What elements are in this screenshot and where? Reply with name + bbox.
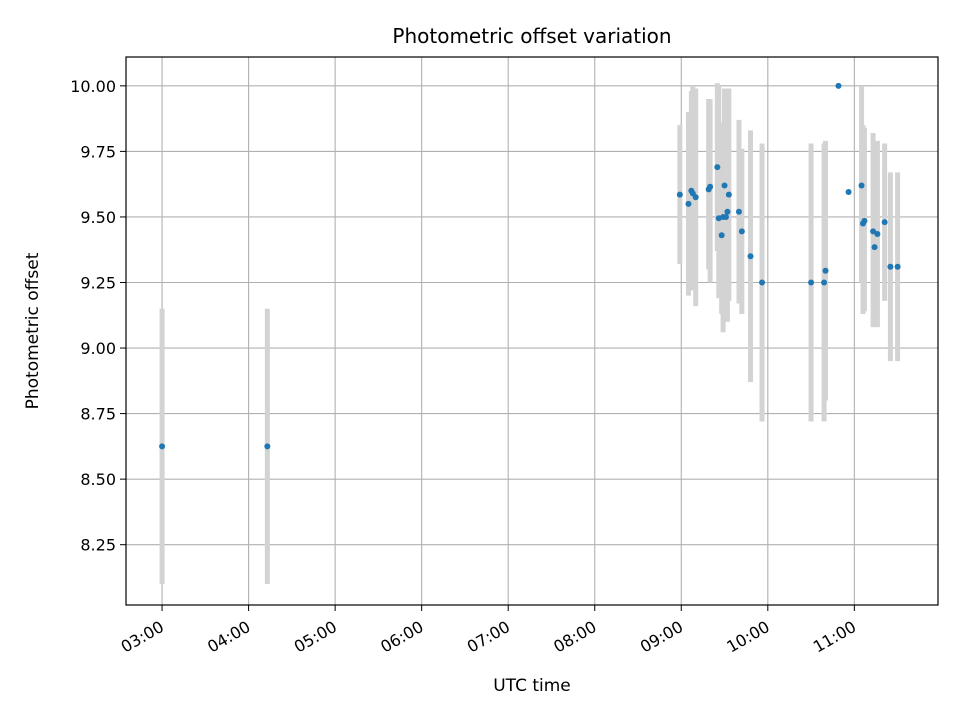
y-axis-title: Photometric offset [23, 252, 43, 409]
data-point [894, 263, 901, 270]
data-point [835, 82, 842, 89]
data-point [871, 244, 878, 251]
y-tick-label: 8.50 [80, 470, 116, 489]
data-point [822, 267, 829, 274]
y-tick-label: 8.75 [80, 405, 116, 424]
data-point [685, 200, 692, 207]
x-axis-title: UTC time [493, 676, 571, 696]
data-point [808, 279, 815, 286]
data-point [714, 164, 721, 171]
data-point [718, 232, 725, 239]
data-point [159, 443, 166, 450]
y-tick-label: 9.75 [80, 142, 116, 161]
chart-title: Photometric offset variation [392, 24, 671, 48]
y-tick-label: 9.25 [80, 273, 116, 292]
data-point [870, 228, 877, 235]
data-point [738, 228, 745, 235]
grid [126, 57, 938, 605]
data-point [858, 182, 865, 189]
data-point [735, 208, 742, 215]
data-point [747, 253, 754, 260]
data-point [724, 208, 731, 215]
data-point [725, 191, 732, 198]
data-point [676, 191, 683, 198]
data-point [707, 183, 714, 190]
data-point [722, 213, 729, 220]
data-point [845, 189, 852, 196]
data-point [721, 182, 728, 189]
data-point [887, 263, 894, 270]
data-points [159, 82, 901, 450]
y-axis: 8.25 8.50 8.75 9.00 9.25 9.50 9.75 10.00 [70, 77, 126, 555]
data-point [264, 443, 271, 450]
y-tick-label: 8.25 [80, 536, 116, 555]
data-point [821, 279, 828, 286]
data-point [692, 194, 699, 201]
data-point [881, 219, 888, 226]
data-point [874, 230, 881, 237]
y-tick-label: 9.00 [80, 339, 116, 358]
y-tick-label: 10.00 [70, 77, 116, 96]
plot-frame [125, 56, 939, 606]
data-point [861, 217, 868, 224]
y-tick-label: 9.50 [80, 208, 116, 227]
data-point [759, 279, 766, 286]
